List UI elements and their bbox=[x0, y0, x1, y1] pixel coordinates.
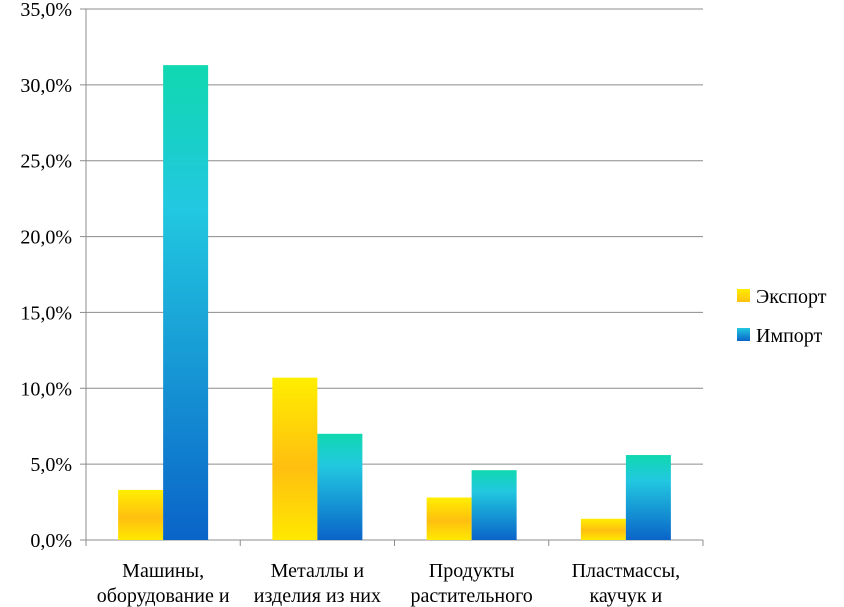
y-tick-label: 35,0% bbox=[20, 0, 72, 21]
bar-import bbox=[163, 65, 209, 541]
x-category-label: Пластмассы, каучук и bbox=[572, 560, 681, 607]
bar-export bbox=[580, 518, 626, 540]
x-category-label: Машины, оборудование и bbox=[97, 560, 230, 607]
legend-swatch-import bbox=[737, 328, 750, 341]
y-tick-label: 15,0% bbox=[20, 302, 72, 324]
bar-import bbox=[317, 433, 363, 540]
y-tick-label: 10,0% bbox=[20, 378, 72, 400]
legend: Экспорт Импорт bbox=[737, 286, 827, 347]
x-category-label: Продукты растительного bbox=[410, 560, 532, 607]
y-axis-ticks: 0,0% 5,0% 10,0% 15,0% 20,0% 25,0% 30,0% 35,0% bbox=[20, 0, 72, 552]
y-tick-label: 0,0% bbox=[30, 530, 72, 552]
legend-label-export: Экспорт bbox=[756, 286, 827, 308]
y-tick-label: 30,0% bbox=[20, 75, 72, 97]
y-tick-label: 25,0% bbox=[20, 151, 72, 173]
x-axis-labels: Машины, оборудование и Металлы и изделия из… bbox=[97, 560, 680, 607]
legend-label-import: Импорт bbox=[756, 325, 823, 347]
bar-export bbox=[426, 497, 472, 540]
bar-export bbox=[118, 489, 164, 540]
bars bbox=[118, 65, 671, 541]
bar-import bbox=[625, 455, 671, 540]
bar-export bbox=[272, 377, 318, 540]
x-category-label: Металлы и изделия из них bbox=[254, 560, 381, 607]
bar-import bbox=[471, 470, 517, 540]
legend-swatch-export bbox=[737, 289, 750, 302]
y-tick-label: 5,0% bbox=[30, 454, 72, 476]
y-tick-label: 20,0% bbox=[20, 227, 72, 249]
